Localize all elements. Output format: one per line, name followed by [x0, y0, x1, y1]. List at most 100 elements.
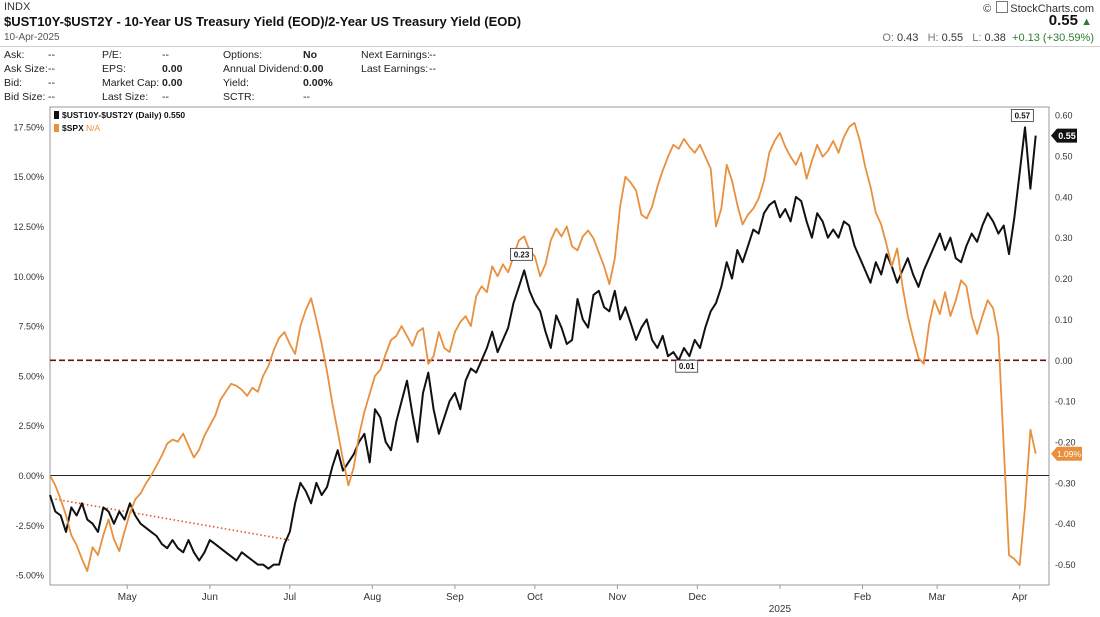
fund-label: Ask Size: [4, 63, 48, 75]
fund-row: Last Size: -- [102, 90, 182, 104]
fund-row: Market Cap: 0.00 [102, 76, 182, 90]
left-axis-tick-label: -5.00% [15, 571, 44, 581]
month-label: Apr [1012, 592, 1028, 603]
fund-label: Options: [223, 49, 263, 61]
left-axis-tick-label: 0.00% [18, 471, 44, 481]
fund-value: -- [48, 91, 55, 103]
spx-line [49, 122, 1037, 572]
yield-spread-line [49, 126, 1037, 570]
fund-label: Next Earnings: [361, 49, 430, 61]
right-axis-tick-label: 0.00 [1055, 356, 1073, 366]
open-value: 0.43 [897, 32, 919, 44]
spx-last-value-tag [1051, 446, 1082, 461]
value-callout-label: 0.23 [514, 250, 530, 259]
exchange-label: INDX [4, 1, 31, 13]
left-axis-tick-label: 10.00% [13, 272, 44, 282]
left-axis-tick-label: 17.50% [13, 122, 44, 132]
fund-value: -- [429, 63, 436, 75]
right-axis-tick-label: -0.40 [1055, 519, 1076, 529]
high-label: H: [927, 32, 939, 44]
change-value: +0.13 (+30.59%) [1012, 32, 1094, 44]
open-label: O: [882, 32, 894, 44]
legend-entry: $SPX [62, 123, 84, 133]
month-label: Jul [283, 592, 296, 603]
month-label: Mar [928, 592, 946, 603]
value-callout-box [675, 359, 699, 373]
left-axis-tick-label: 2.50% [18, 421, 44, 431]
fundamentals-panel: Ask: -- Ask Size:-- Bid: -- Bid Size: -- P/… [0, 48, 1100, 105]
chart-title: $UST10Y-$UST2Y - 10-Year US Treasury Yie… [4, 14, 522, 29]
brand-name: StockCharts.com [1010, 3, 1094, 15]
fund-value: 0.00 [303, 63, 324, 75]
high-value: 0.55 [941, 32, 964, 44]
last-value-tag-label: 0.55 [1058, 131, 1076, 141]
fund-row: Yield: 0.00% [223, 76, 333, 90]
right-axis-tick-label: 0.40 [1055, 192, 1073, 202]
fund-row: Next Earnings:-- [361, 48, 436, 62]
plot-frame [49, 106, 1050, 586]
fund-value: -- [303, 91, 310, 103]
month-label: Sep [446, 592, 464, 603]
month-label: Nov [609, 592, 627, 603]
month-label: Oct [527, 592, 543, 603]
chart-date: 10-Apr-2025 [4, 32, 60, 43]
legend-entry-suffix: N/A [86, 123, 101, 133]
right-axis-tick-label: 0.10 [1055, 315, 1073, 325]
fund-label: Bid: [4, 77, 23, 89]
last-value-tag [1051, 128, 1077, 143]
fund-row: Ask Size:-- [4, 62, 55, 76]
fund-value: -- [429, 49, 436, 61]
fund-label: SCTR: [223, 91, 255, 103]
fund-label: Market Cap: [102, 77, 160, 89]
fund-label: Yield: [223, 77, 249, 89]
stockcharts-logo-icon [996, 1, 1009, 13]
chart-header: INDX $UST10Y-$UST2Y - 10-Year US Treasur… [0, 0, 1100, 46]
ohlc-readout: O: 0.43 H: 0.55 L: 0.38 +0.13 (+30.59%) [882, 32, 1094, 44]
left-axis-tick-label: 5.00% [18, 371, 44, 381]
low-value: 0.38 [984, 32, 1006, 44]
fund-col-3: Options: No Annual Dividend:0.00 Yield: 0.… [223, 48, 333, 104]
last-price: 0.55 [1048, 12, 1078, 29]
fund-value: -- [162, 91, 169, 103]
right-axis-tick-label: 0.50 [1055, 152, 1073, 162]
month-label: Aug [363, 592, 381, 603]
fund-label: Bid Size: [4, 91, 46, 103]
legend-swatch [54, 124, 59, 132]
spx-last-value-tag-label: 1.09% [1057, 449, 1082, 459]
fund-label: Annual Dividend: [223, 63, 303, 75]
fund-value: 0.00 [162, 63, 183, 75]
fund-value: 0.00% [303, 77, 333, 89]
fund-label: Ask: [4, 49, 25, 61]
right-axis-tick-label: 0.20 [1055, 274, 1073, 284]
fund-value: No [303, 49, 317, 61]
value-callout-box [510, 247, 533, 261]
right-axis-tick-label: -0.10 [1055, 397, 1076, 407]
left-axis-tick-label: -2.50% [15, 521, 44, 531]
year-label: 2025 [769, 604, 792, 615]
fund-value: -- [162, 49, 169, 61]
fund-label: EPS: [102, 63, 126, 75]
brand-link[interactable]: © StockCharts.com [983, 1, 1094, 15]
fund-row: SCTR: -- [223, 90, 333, 104]
value-callout-label: 0.01 [679, 362, 695, 371]
right-axis-tick-label: 0.30 [1055, 233, 1073, 243]
right-axis-tick-label: 0.60 [1055, 111, 1073, 121]
left-axis-tick-label: 15.00% [13, 172, 44, 182]
value-callout-box [1010, 109, 1034, 122]
downtrend-line [55, 498, 290, 541]
fund-label: P/E: [102, 49, 122, 61]
fund-value: -- [48, 49, 55, 61]
fund-row: EPS: 0.00 [102, 62, 182, 76]
fund-label: Last Size: [102, 91, 149, 103]
fund-col-4: Next Earnings:-- Last Earnings:-- [361, 48, 436, 76]
right-axis-tick-label: -0.50 [1055, 560, 1076, 570]
fund-row: Bid Size: -- [4, 90, 55, 104]
low-label: L: [972, 32, 982, 44]
fund-row: Ask: -- [4, 48, 55, 62]
fund-row: Last Earnings:-- [361, 62, 436, 76]
fund-row: Options: No [223, 48, 333, 62]
month-label: Jun [202, 592, 218, 603]
left-axis-tick-label: 12.50% [13, 222, 44, 232]
up-arrow-icon: ▲ [1081, 16, 1092, 28]
